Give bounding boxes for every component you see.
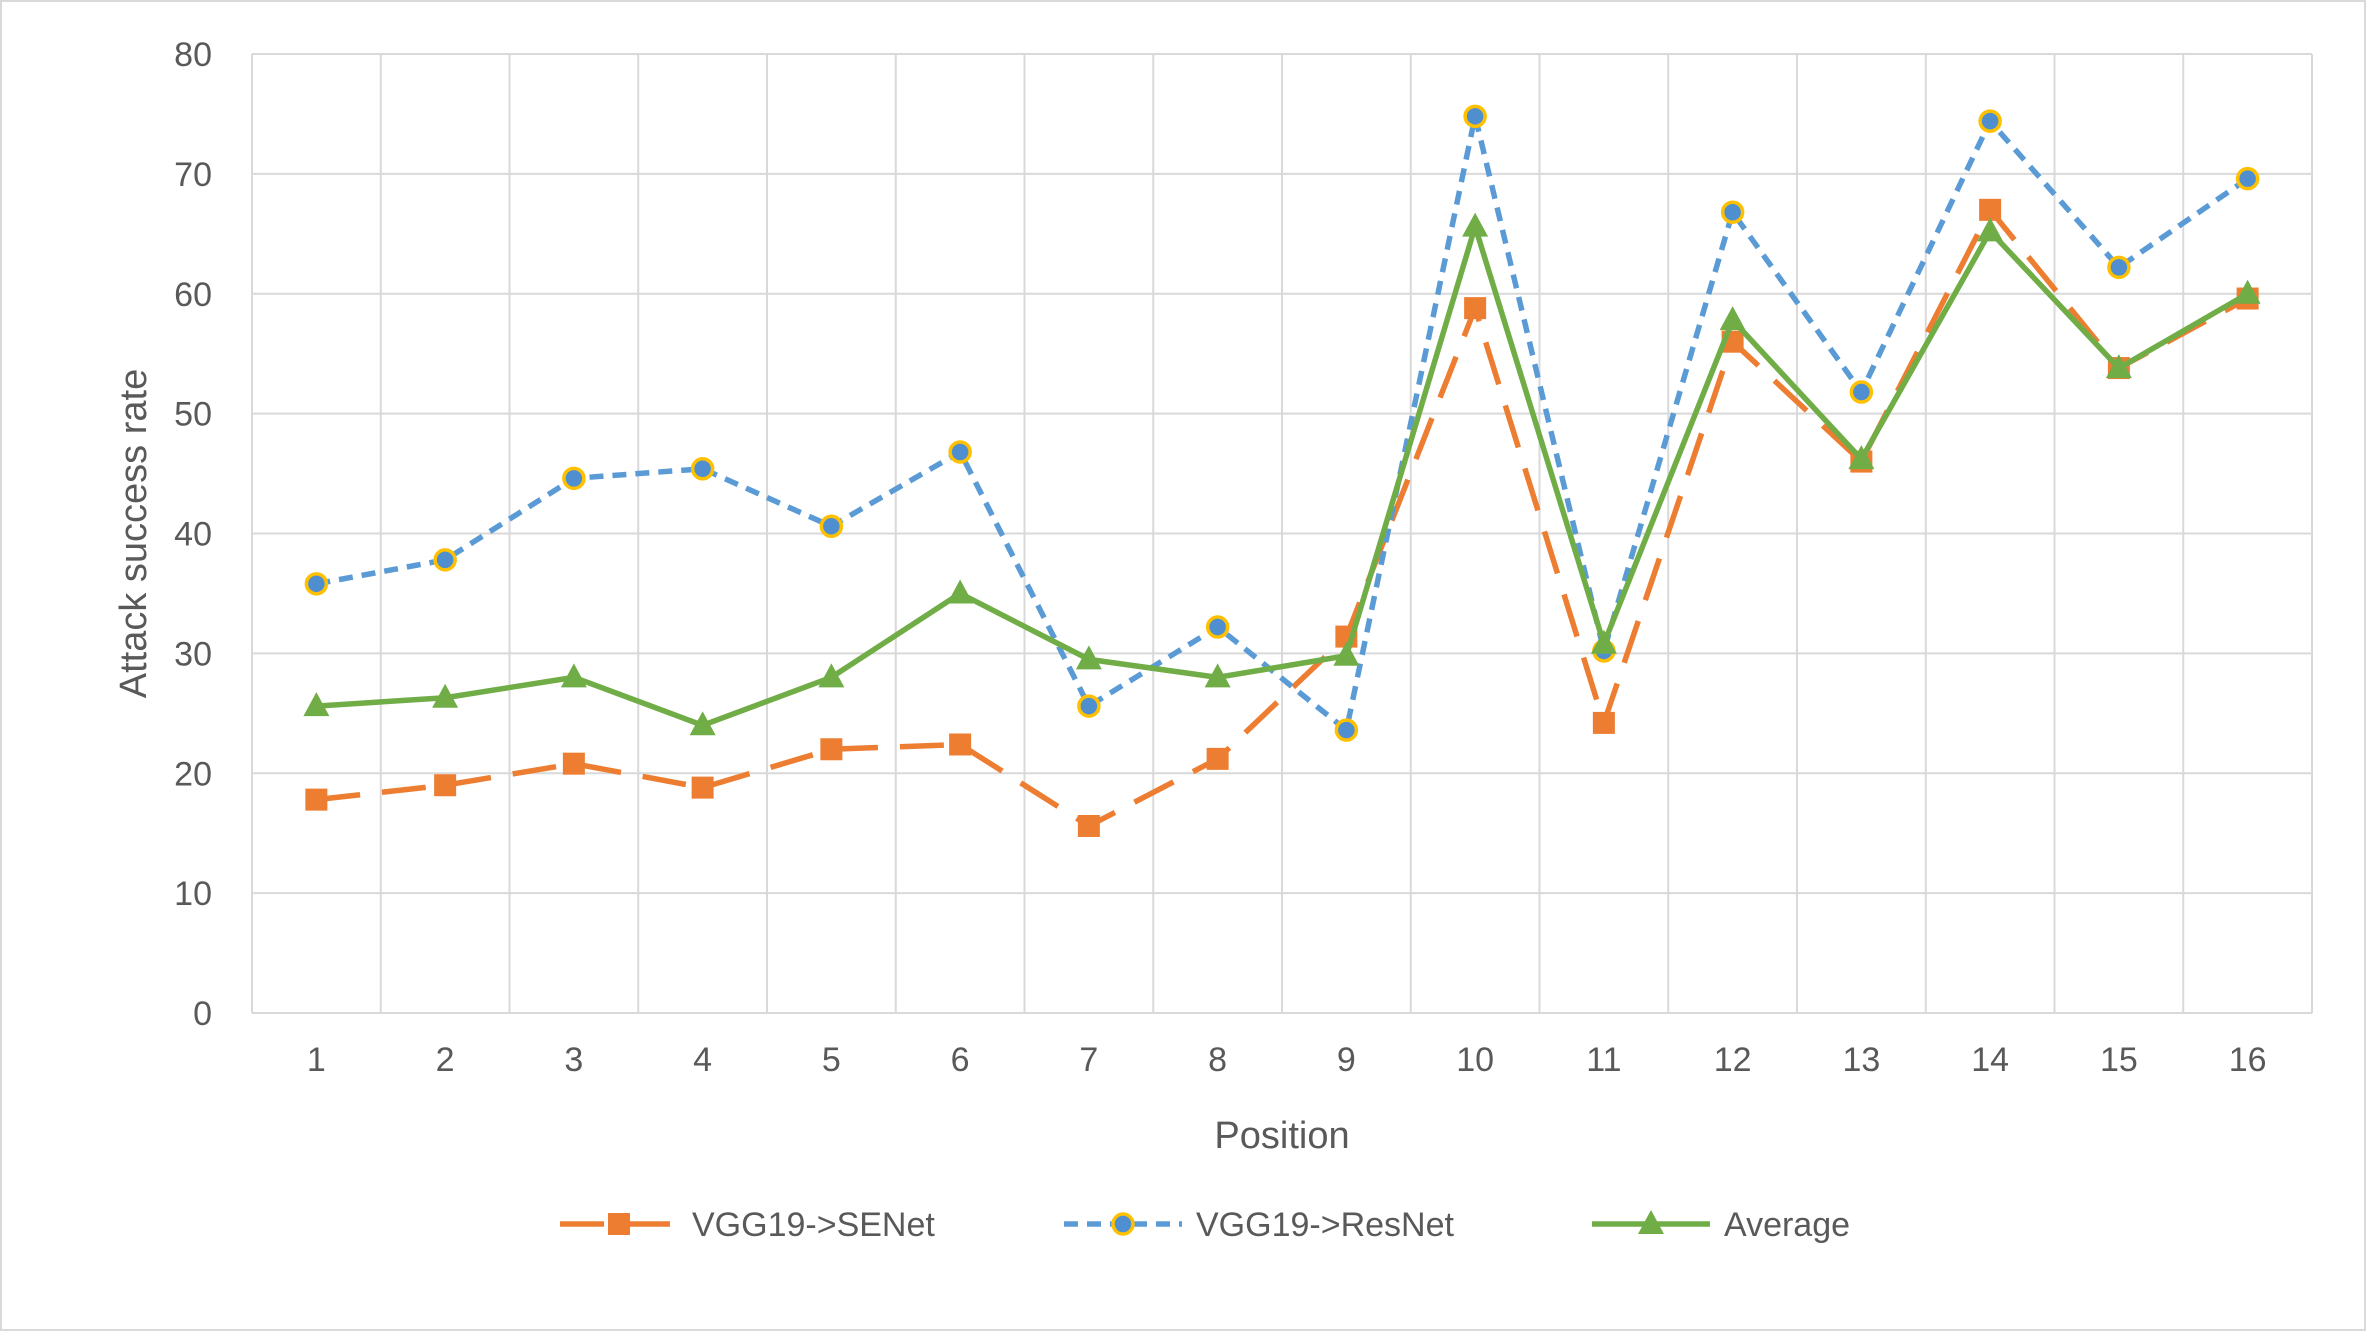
- series-3: [303, 212, 2261, 736]
- data-point: [305, 788, 328, 811]
- data-point: [1334, 718, 1359, 742]
- x-tick-label: 10: [1456, 1041, 1494, 1079]
- series-line: [315, 113, 2250, 733]
- data-point: [2107, 255, 2131, 280]
- data-point: [947, 579, 974, 604]
- data-point: [689, 711, 716, 736]
- legend-label: Average: [1724, 1206, 1850, 1244]
- data-point: [562, 466, 586, 491]
- x-tick-label: 16: [2229, 1041, 2267, 1079]
- y-tick-label: 0: [193, 995, 212, 1033]
- x-tick-label: 15: [2100, 1041, 2138, 1079]
- x-tick-label: 1: [307, 1041, 326, 1079]
- data-point: [1848, 445, 1875, 470]
- data-point: [1205, 615, 1230, 639]
- x-tick-label: 5: [822, 1041, 841, 1079]
- legend-label: VGG19->ResNet: [1196, 1206, 1454, 1244]
- y-tick-label: 70: [174, 156, 212, 194]
- x-tick-label: 4: [693, 1041, 712, 1079]
- x-axis-ticks: 1 2 3 4 5 6 7 8 9 10 11 12 13 14 15 16: [307, 1041, 2267, 1079]
- data-point: [434, 774, 457, 797]
- data-point: [303, 692, 330, 717]
- data-point: [819, 514, 844, 539]
- legend-item: Average: [1592, 1206, 1850, 1244]
- x-tick-label: 11: [1586, 1041, 1621, 1079]
- data-point: [2235, 166, 2260, 191]
- x-tick-label: 12: [1714, 1041, 1752, 1079]
- legend-item: VGG19->SENet: [560, 1206, 935, 1244]
- x-tick-label: 14: [1971, 1041, 2009, 1079]
- data-point: [1464, 297, 1487, 320]
- data-point: [1204, 663, 1231, 688]
- y-tick-label: 30: [174, 635, 212, 673]
- data-point: [818, 663, 845, 688]
- data-point: [1979, 198, 2002, 221]
- y-tick-label: 50: [174, 396, 212, 434]
- legend-item: VGG19->ResNet: [1064, 1206, 1454, 1244]
- data-point: [1462, 212, 1489, 237]
- data-point: [690, 457, 715, 481]
- data-point: [432, 683, 459, 708]
- data-point: [691, 776, 714, 799]
- series-layer: [303, 104, 2261, 837]
- data-point: [2105, 354, 2132, 379]
- legend-marker: [1111, 1212, 1135, 1236]
- x-tick-label: 13: [1842, 1041, 1880, 1079]
- data-point: [1720, 200, 1745, 224]
- data-point: [1978, 109, 2002, 133]
- data-point: [1849, 380, 1874, 404]
- data-point: [1206, 747, 1229, 770]
- data-point: [1077, 814, 1100, 837]
- y-axis-title: Attack success rate: [113, 369, 155, 698]
- data-point: [1463, 104, 1487, 129]
- data-point: [1719, 306, 1746, 331]
- data-point: [562, 752, 585, 775]
- legend-marker: [608, 1213, 630, 1235]
- legend-marker: [1638, 1210, 1664, 1234]
- x-tick-label: 9: [1337, 1041, 1356, 1079]
- legend-label: VGG19->SENet: [692, 1206, 935, 1244]
- data-point: [1977, 217, 2004, 242]
- data-point: [949, 733, 972, 756]
- y-tick-label: 40: [174, 516, 212, 554]
- x-tick-label: 8: [1208, 1041, 1227, 1079]
- y-axis-ticks: 0 10 20 30 40 50 60 70 80: [174, 36, 212, 1033]
- data-point: [1075, 645, 1102, 670]
- data-point: [1333, 641, 1360, 666]
- y-tick-label: 10: [174, 875, 212, 913]
- data-point: [1590, 629, 1617, 654]
- series-line: [316, 223, 2249, 729]
- x-axis-title: Position: [1214, 1115, 1349, 1157]
- x-tick-label: 3: [564, 1041, 583, 1079]
- gridlines: [251, 53, 2313, 1014]
- data-point: [1592, 711, 1615, 734]
- legend: VGG19->SENet VGG19->ResNet Average: [560, 1206, 1850, 1244]
- data-point: [2234, 279, 2261, 304]
- y-tick-label: 20: [174, 755, 212, 793]
- x-tick-label: 7: [1079, 1041, 1098, 1079]
- x-tick-label: 2: [436, 1041, 455, 1079]
- data-point: [1077, 694, 1101, 718]
- data-point: [304, 572, 329, 596]
- data-point: [433, 548, 457, 572]
- data-point: [560, 663, 587, 688]
- data-point: [820, 738, 843, 761]
- data-point: [948, 440, 972, 464]
- y-tick-label: 60: [174, 276, 212, 314]
- x-tick-label: 6: [951, 1041, 970, 1079]
- y-tick-label: 80: [174, 36, 212, 74]
